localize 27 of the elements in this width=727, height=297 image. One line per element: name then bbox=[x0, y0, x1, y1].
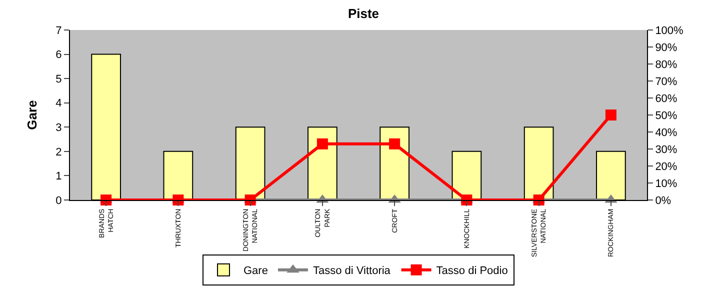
chart-title: Piste bbox=[348, 6, 380, 22]
y2-tick-label: 40% bbox=[655, 126, 678, 139]
y2-tick-label: 50% bbox=[655, 110, 678, 122]
y2-tick-label: 90% bbox=[655, 42, 678, 54]
legend-label: Gare bbox=[244, 265, 268, 278]
y-axis-title: Gare bbox=[24, 100, 40, 130]
y2-tick-label: 0% bbox=[655, 194, 672, 207]
y2-tick-label: 70% bbox=[655, 76, 678, 88]
y2-tick-label: 10% bbox=[655, 178, 678, 190]
y-tick-label: 5 bbox=[56, 73, 62, 86]
y-tick-label: 2 bbox=[56, 146, 62, 158]
y-tick-label: 4 bbox=[56, 98, 62, 110]
point bbox=[316, 138, 328, 150]
y-tick-label: 0 bbox=[56, 194, 62, 207]
legend-label: Tasso di Vittoria bbox=[312, 265, 392, 278]
y-tick-label: 1 bbox=[56, 170, 62, 183]
y2-tick-label: 20% bbox=[655, 160, 678, 173]
y2-tick-label: 80% bbox=[655, 58, 678, 71]
legend-label: Tasso di Podio bbox=[436, 265, 508, 278]
y-tick-label: 7 bbox=[56, 24, 62, 37]
y-tick-label: 6 bbox=[56, 49, 62, 62]
y2-tick-label: 30% bbox=[655, 144, 678, 156]
point bbox=[389, 138, 400, 150]
y-tick-label: 3 bbox=[56, 122, 62, 134]
point bbox=[605, 110, 616, 120]
y2-tick-label: 100% bbox=[655, 24, 684, 37]
y2-tick-label: 60% bbox=[655, 92, 678, 105]
